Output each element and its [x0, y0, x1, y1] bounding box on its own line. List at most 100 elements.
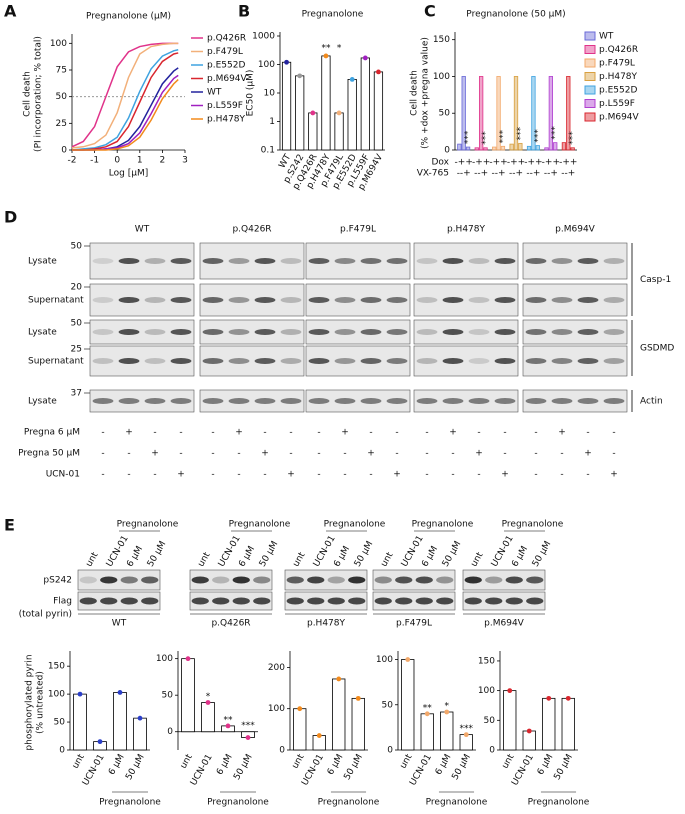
- condition-sign: -: [503, 449, 506, 459]
- group-label: p.M694V: [555, 225, 596, 235]
- band: [118, 358, 140, 364]
- band: [327, 576, 345, 584]
- significance: ***: [568, 131, 578, 145]
- size-marker: 37: [71, 389, 82, 399]
- condition-sign: -: [237, 449, 240, 459]
- bar: [201, 702, 215, 733]
- bar: [293, 708, 307, 751]
- y-tick-label: 0: [167, 727, 173, 737]
- group-label: p.M694V: [484, 619, 525, 629]
- band: [603, 329, 625, 335]
- band: [280, 398, 302, 404]
- condition-sign: -: [369, 428, 372, 438]
- treatment-label: Pregnanolone: [229, 520, 291, 530]
- condition-sign: -: [395, 428, 398, 438]
- condition-sign: +: [177, 470, 185, 480]
- x-tick-label: unt: [290, 752, 306, 770]
- panel-label: B: [238, 2, 250, 21]
- band: [577, 258, 599, 264]
- band: [416, 329, 438, 335]
- condition-sign: -: [317, 449, 320, 459]
- x-tick-label: unt: [179, 752, 195, 770]
- band: [79, 597, 97, 605]
- bar: [457, 143, 462, 151]
- condition-sign: -: [612, 428, 615, 438]
- bar-point: [565, 695, 571, 701]
- group-label: p.F479L: [396, 619, 432, 629]
- band: [92, 258, 114, 264]
- bar: [492, 146, 497, 151]
- x-tick-label: -1: [90, 156, 99, 166]
- band: [348, 597, 366, 605]
- panel-label: C: [424, 2, 436, 21]
- condition-sign: -: [289, 428, 292, 438]
- band: [334, 398, 356, 404]
- group-label: Pregnanolone: [528, 798, 590, 808]
- band: [360, 398, 382, 404]
- band: [202, 358, 224, 364]
- band: [280, 297, 302, 303]
- band: [468, 358, 490, 364]
- band: [92, 398, 114, 404]
- bar-point: [349, 77, 355, 82]
- condition-sign: -: [395, 449, 398, 459]
- bar: [542, 697, 556, 751]
- row-label: Lysate: [28, 397, 57, 407]
- band: [228, 258, 250, 264]
- blot: [189, 591, 273, 611]
- legend-swatch: [584, 45, 596, 54]
- condition-sign: +: [584, 449, 592, 459]
- lane-label: 50 μM: [531, 540, 554, 569]
- legend-label: p.E552D: [599, 86, 637, 96]
- band: [202, 398, 224, 404]
- x-axis-label: Log [μM]: [109, 169, 148, 179]
- blot: [522, 389, 628, 413]
- bar: [401, 659, 415, 751]
- band: [100, 597, 118, 605]
- blot: [284, 591, 368, 611]
- band: [386, 258, 408, 264]
- band: [551, 297, 573, 303]
- blot: [189, 569, 273, 591]
- y-tick-label: 100: [433, 72, 450, 82]
- lane-label: 50 μM: [441, 540, 464, 569]
- condition-sign: -++: [524, 158, 542, 168]
- x-tick-label: 3: [182, 156, 188, 166]
- y-tick-label: 0: [444, 146, 450, 156]
- bar-point: [77, 691, 83, 697]
- y-tick-label: 0: [279, 746, 285, 756]
- band: [360, 297, 382, 303]
- group-label: WT: [135, 225, 150, 235]
- lane-label: 50 μM: [258, 540, 281, 569]
- condition-sign: -++: [542, 158, 560, 168]
- band: [577, 398, 599, 404]
- band: [308, 258, 330, 264]
- legend-label: p.L559F: [599, 99, 635, 109]
- y-tick-label: 100: [48, 690, 65, 700]
- y-tick-label: 100: [50, 39, 67, 49]
- condition-sign: -: [586, 470, 589, 480]
- condition-sign: -: [153, 470, 156, 480]
- band: [144, 258, 166, 264]
- band: [505, 597, 523, 605]
- condition-sign: -: [263, 428, 266, 438]
- lane-label: unt: [379, 550, 395, 568]
- band: [141, 576, 159, 584]
- condition-sign: -: [477, 428, 480, 438]
- condition-sign: -: [425, 428, 428, 438]
- condition-sign: -: [534, 470, 537, 480]
- bar-point: [284, 59, 289, 65]
- band: [144, 297, 166, 303]
- x-tick-label: 6 μM: [326, 753, 346, 777]
- lane-label: 6 μM: [510, 545, 530, 569]
- x-tick-label: unt: [71, 752, 87, 770]
- y-tick-label: 100: [258, 60, 275, 70]
- y-axis-label: phosphorylated pyrin: [25, 654, 35, 750]
- bar-point: [362, 55, 368, 61]
- band: [416, 258, 438, 264]
- bar-point: [376, 69, 381, 75]
- x-tick-label: -2: [68, 156, 77, 166]
- bar-point: [205, 700, 211, 705]
- bar-point: [225, 723, 231, 729]
